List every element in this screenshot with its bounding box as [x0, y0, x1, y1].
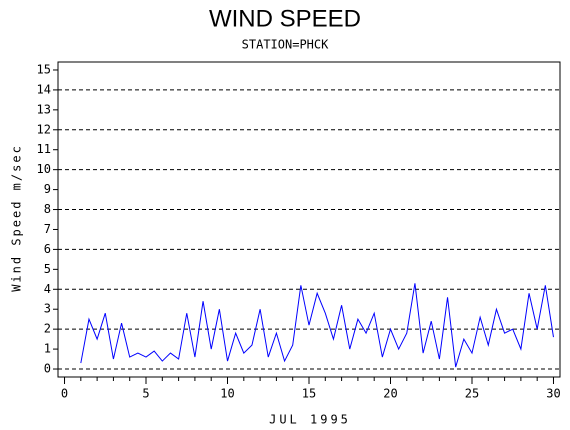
y-tick-label: 7: [44, 222, 51, 236]
y-tick-label: 4: [44, 282, 51, 296]
x-tick-label: 15: [302, 387, 316, 401]
x-axis-label: JUL 1995: [269, 413, 351, 427]
x-tick-label: 0: [61, 387, 68, 401]
y-axis-label: Wind Speed m/sec: [10, 144, 24, 292]
y-tick-label: 11: [37, 142, 51, 156]
y-tick-label: 10: [37, 162, 51, 176]
x-tick-label: 5: [142, 387, 149, 401]
x-tick-label: 10: [220, 387, 234, 401]
y-tick-label: 14: [37, 82, 51, 96]
plot-frame: [57, 61, 561, 378]
chart-subtitle: STATION=PHCK: [242, 38, 329, 52]
y-tick-label: 1: [44, 342, 51, 356]
y-tick-label: 2: [44, 322, 51, 336]
y-tick-label: 13: [37, 102, 51, 116]
x-tick-label: 25: [465, 387, 479, 401]
y-tick-label: 5: [44, 262, 51, 276]
data-line: [80, 283, 554, 368]
y-tick-label: 12: [37, 122, 51, 136]
x-tick-label: 20: [383, 387, 397, 401]
x-tick-label: 30: [546, 387, 560, 401]
y-tick-label: 3: [44, 302, 51, 316]
y-tick-label: 8: [44, 202, 51, 216]
y-tick-label: 9: [44, 182, 51, 196]
y-tick-label: 15: [37, 62, 51, 76]
y-tick-label: 6: [44, 242, 51, 256]
chart-title: WIND SPEED: [209, 5, 361, 32]
y-tick-label: 0: [44, 362, 51, 376]
